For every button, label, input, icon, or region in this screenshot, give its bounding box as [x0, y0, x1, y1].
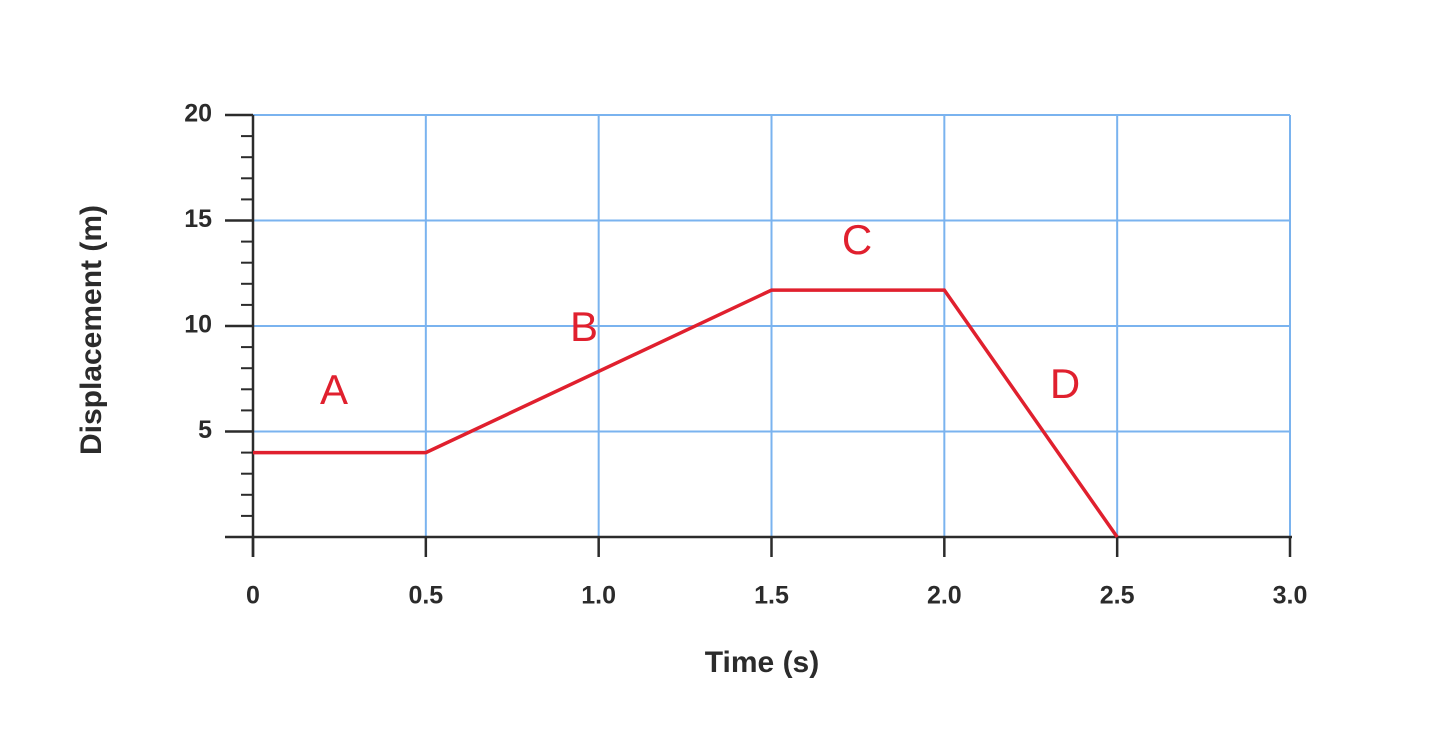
y-axis-title: Displacement (m): [75, 205, 108, 455]
y-tick-label: 5: [198, 416, 212, 444]
x-tick-label: 1.5: [754, 582, 789, 610]
annotation: A: [320, 366, 348, 413]
x-axis-title: Time (s): [705, 646, 819, 679]
x-tick-label: 0.5: [408, 582, 443, 610]
x-tick-label: 3.0: [1273, 582, 1308, 610]
x-tick-label: 2.5: [1100, 582, 1135, 610]
x-tick-label: 1.0: [581, 582, 616, 610]
x-tick-label: 0: [246, 582, 260, 610]
annotation: C: [842, 216, 872, 263]
x-tick-label: 2.0: [927, 582, 962, 610]
y-tick-label: 15: [184, 205, 212, 233]
y-tick-label: 20: [184, 100, 212, 128]
y-tick-label: 10: [184, 311, 212, 339]
annotation: D: [1050, 360, 1080, 407]
line: [253, 288, 1119, 539]
annotation: B: [570, 303, 598, 350]
